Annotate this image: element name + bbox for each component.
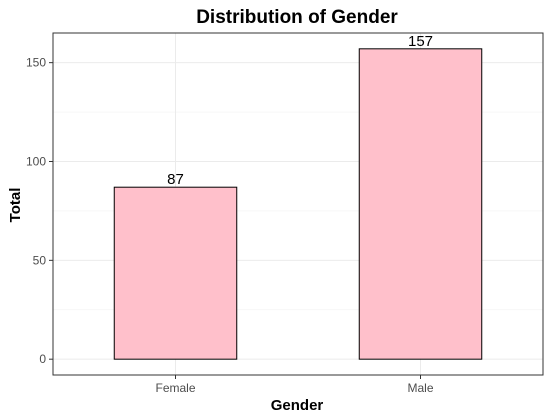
bar-male — [358, 48, 483, 360]
x-tick-label: Female — [155, 381, 195, 395]
bar-value-label: 87 — [167, 171, 184, 188]
y-tick-label: 50 — [33, 253, 47, 267]
y-tick-label: 100 — [26, 154, 46, 168]
x-tick-label: Male — [407, 381, 433, 395]
y-axis-title: Total — [7, 188, 24, 223]
chart-title: Distribution of Gender — [196, 7, 398, 28]
value-labels: 87 157 — [167, 33, 433, 188]
bar-value-label: 157 — [408, 33, 433, 50]
x-axis: Female Male — [155, 375, 434, 395]
y-tick-label: 150 — [26, 56, 46, 70]
x-axis-title: Gender — [271, 397, 324, 414]
plot-panel-border — [52, 32, 544, 376]
bars — [113, 48, 483, 360]
y-axis: 0 50 100 150 — [26, 56, 53, 366]
y-tick-label: 0 — [39, 352, 46, 366]
bar-female — [113, 186, 238, 360]
